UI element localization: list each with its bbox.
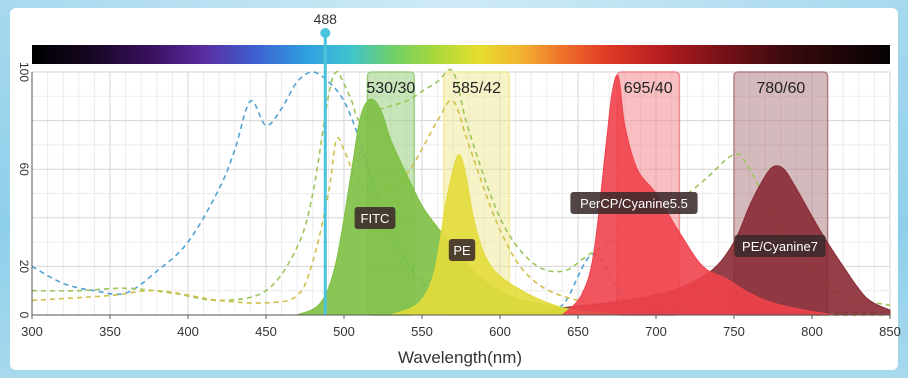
excitation-curve bbox=[31, 68, 891, 307]
x-tick-label: 450 bbox=[255, 324, 277, 339]
spectrum-bar bbox=[32, 45, 890, 64]
x-tick-label: 650 bbox=[567, 324, 589, 339]
series-label: PerCP/Cyanine5.5 bbox=[580, 196, 688, 211]
y-tick-label: 0 bbox=[17, 312, 31, 319]
series-label-box bbox=[354, 207, 396, 229]
frame-right bbox=[896, 0, 908, 378]
laser-marker-dot bbox=[320, 28, 331, 38]
x-tick-label: 600 bbox=[489, 324, 511, 339]
frame-top bbox=[0, 0, 908, 10]
axes: 300 350 400 450 500 550 600 650 700 750 800 8501006… bbox=[17, 62, 901, 367]
x-tick-label: 850 bbox=[879, 324, 901, 339]
excitation-curve bbox=[31, 71, 890, 314]
series-labels: FITC PE PerCP/Cyanine5.5 PE/Cyanine7 bbox=[354, 192, 826, 261]
series-label-box bbox=[570, 192, 698, 214]
y-tick-label: 100 bbox=[17, 62, 31, 82]
x-tick-label: 750 bbox=[723, 324, 745, 339]
emission-area bbox=[390, 154, 594, 316]
x-tick-label: 550 bbox=[411, 324, 433, 339]
series-label: PE bbox=[453, 243, 471, 258]
filter-label: 695/40 bbox=[624, 80, 673, 97]
frame-bottom bbox=[0, 368, 908, 378]
emission-areas bbox=[296, 74, 891, 316]
y-tick-label: 60 bbox=[17, 163, 31, 177]
laser-label: 488 bbox=[314, 11, 338, 27]
series-label: FITC bbox=[361, 211, 390, 226]
series-label-box bbox=[448, 239, 476, 261]
series-label-box bbox=[734, 235, 826, 257]
x-tick-label: 800 bbox=[801, 324, 823, 339]
filter-labels: 530/30 585/42 695/40 780/60 bbox=[366, 80, 805, 97]
x-tick-label: 300 bbox=[21, 324, 43, 339]
filter-label: 780/60 bbox=[756, 80, 805, 97]
x-tick-label: 700 bbox=[645, 324, 667, 339]
x-tick-label: 350 bbox=[99, 324, 121, 339]
series-label: PE/Cyanine7 bbox=[742, 239, 818, 254]
y-tick-label: 20 bbox=[17, 260, 31, 274]
filter-label: 530/30 bbox=[366, 80, 415, 97]
x-axis-title: Wavelength(nm) bbox=[398, 348, 522, 367]
laser-line: 488 bbox=[314, 11, 338, 315]
x-tick-label: 400 bbox=[177, 324, 199, 339]
x-tick-label: 500 bbox=[333, 324, 355, 339]
filter-label: 585/42 bbox=[452, 80, 501, 97]
frame-left bbox=[0, 0, 12, 378]
